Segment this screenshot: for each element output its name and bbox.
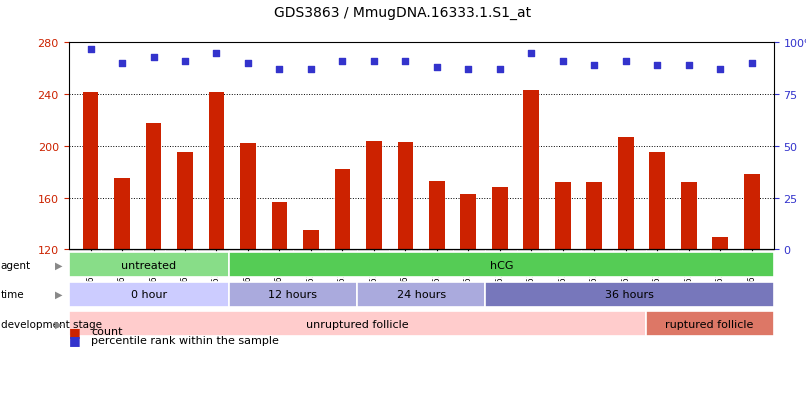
Bar xyxy=(517,250,550,251)
Text: ▶: ▶ xyxy=(55,290,62,299)
Bar xyxy=(240,144,256,250)
Bar xyxy=(197,250,229,251)
Bar xyxy=(366,141,382,250)
Bar xyxy=(485,250,517,251)
Point xyxy=(556,59,569,65)
Bar xyxy=(69,252,229,278)
Bar xyxy=(69,311,646,337)
Bar xyxy=(618,138,634,250)
Bar xyxy=(485,282,774,307)
Point xyxy=(650,63,663,69)
Point xyxy=(147,55,160,61)
Bar xyxy=(492,188,508,250)
Point xyxy=(462,67,475,74)
Bar xyxy=(713,237,728,250)
Point xyxy=(84,46,97,53)
Bar xyxy=(555,183,571,250)
Text: 24 hours: 24 hours xyxy=(397,290,446,299)
Bar xyxy=(678,250,709,251)
Bar xyxy=(646,311,774,337)
Bar xyxy=(613,250,646,251)
Bar xyxy=(261,250,293,251)
Bar xyxy=(421,250,453,251)
Bar xyxy=(272,202,287,250)
Bar xyxy=(293,250,325,251)
Point xyxy=(525,50,538,57)
Bar xyxy=(550,250,581,251)
Bar xyxy=(133,250,164,251)
Bar xyxy=(229,282,357,307)
Point xyxy=(746,61,758,67)
Bar xyxy=(429,181,445,250)
Bar xyxy=(334,170,351,250)
Text: ▶: ▶ xyxy=(55,260,62,270)
Text: development stage: development stage xyxy=(1,319,102,329)
Bar xyxy=(357,282,485,307)
Text: 36 hours: 36 hours xyxy=(605,290,654,299)
Bar xyxy=(460,195,476,250)
Point xyxy=(683,63,696,69)
Point xyxy=(368,59,380,65)
Text: time: time xyxy=(1,290,24,299)
Point xyxy=(242,61,255,67)
Text: ■: ■ xyxy=(69,333,81,347)
Bar xyxy=(646,250,678,251)
Text: unruptured follicle: unruptured follicle xyxy=(305,319,409,329)
Bar xyxy=(681,183,696,250)
Point xyxy=(619,59,632,65)
Bar xyxy=(453,250,485,251)
Bar xyxy=(650,153,665,250)
Bar xyxy=(523,91,539,250)
Bar xyxy=(389,250,421,251)
Bar xyxy=(325,250,357,251)
Text: agent: agent xyxy=(1,260,31,270)
Text: 0 hour: 0 hour xyxy=(131,290,167,299)
Bar xyxy=(742,250,774,251)
Bar xyxy=(69,282,229,307)
Text: ▶: ▶ xyxy=(55,319,62,329)
Text: count: count xyxy=(91,327,123,337)
Point xyxy=(493,67,506,74)
Point xyxy=(336,59,349,65)
Bar xyxy=(303,230,319,250)
Bar xyxy=(209,93,224,250)
Bar xyxy=(164,250,197,251)
Bar xyxy=(357,250,389,251)
Bar xyxy=(709,250,742,251)
Bar xyxy=(744,175,759,250)
Text: ■: ■ xyxy=(69,325,81,338)
Point xyxy=(210,50,223,57)
Point xyxy=(305,67,318,74)
Text: ruptured follicle: ruptured follicle xyxy=(666,319,754,329)
Bar xyxy=(581,250,613,251)
Bar xyxy=(69,250,101,251)
Bar xyxy=(229,252,774,278)
Point xyxy=(179,59,192,65)
Text: GDS3863 / MmugDNA.16333.1.S1_at: GDS3863 / MmugDNA.16333.1.S1_at xyxy=(274,6,532,20)
Bar xyxy=(587,183,602,250)
Point xyxy=(714,67,727,74)
Bar xyxy=(229,250,261,251)
Point xyxy=(588,63,600,69)
Bar xyxy=(146,123,161,250)
Point xyxy=(430,65,443,71)
Bar xyxy=(101,250,133,251)
Point xyxy=(399,59,412,65)
Bar xyxy=(114,179,130,250)
Bar xyxy=(397,143,413,250)
Point xyxy=(273,67,286,74)
Bar xyxy=(83,93,98,250)
Text: 12 hours: 12 hours xyxy=(268,290,318,299)
Text: hCG: hCG xyxy=(489,260,513,270)
Text: untreated: untreated xyxy=(121,260,177,270)
Bar xyxy=(177,153,193,250)
Point xyxy=(115,61,128,67)
Text: percentile rank within the sample: percentile rank within the sample xyxy=(91,335,279,345)
